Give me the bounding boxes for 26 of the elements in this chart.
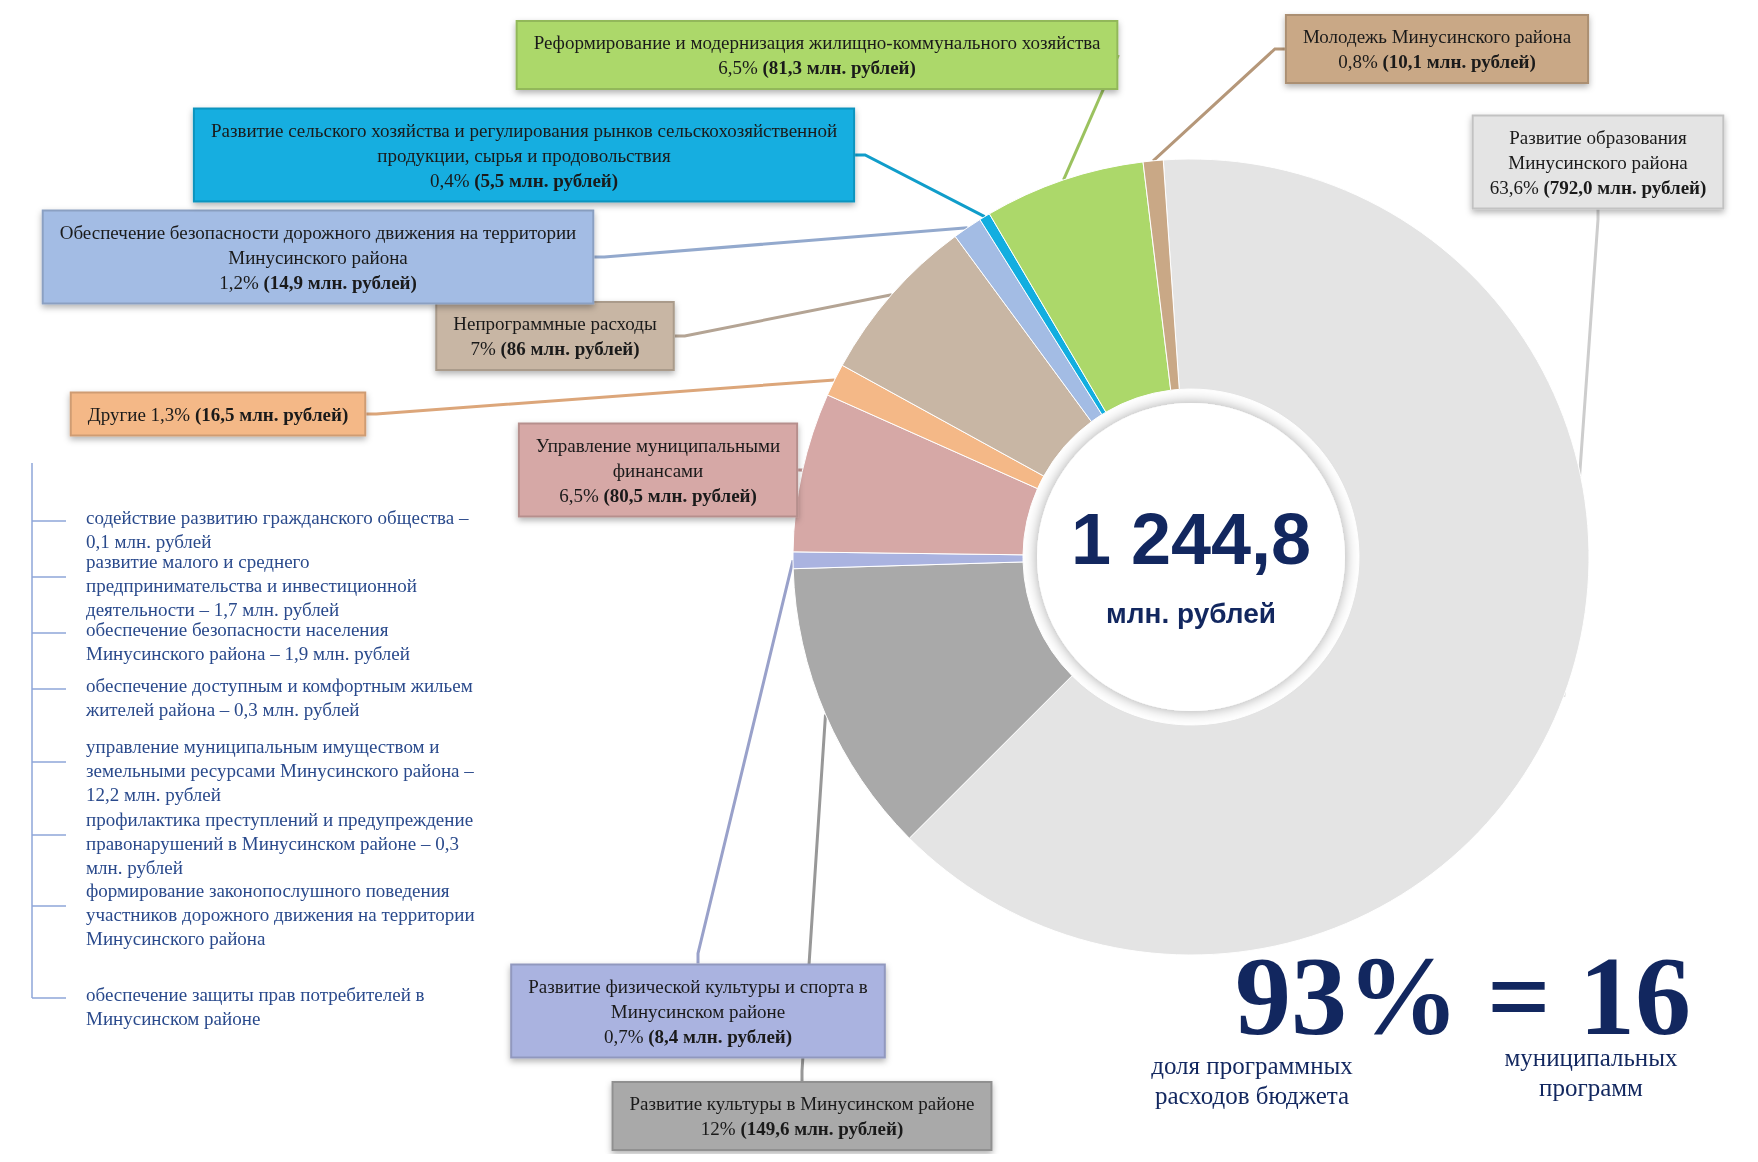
text: обеспечение защиты прав потребителей в Минусинском районе (86, 983, 425, 1029)
slice-label: Реформирование и модернизация жилищно-коммунального хозяйства (533, 32, 1101, 53)
data-label: 1,2% (14,9 млн. рублей) (219, 271, 417, 294)
slice-label: Развитие образования Минусинского района (1508, 126, 1689, 173)
slice-label: Непрограммные расходы (453, 313, 657, 334)
slice-label: Развитие сельского хозяйства и регулирования рынков сельскохозяйственной продукции, сырья и продовольствия (210, 119, 838, 166)
slice-label: Другие (87, 403, 146, 425)
text: доля программных расходов бюджета (1151, 1051, 1354, 1109)
slice-label: Молодежь Минусинского района (1302, 26, 1572, 47)
data-label: 6,5% (81,3 млн. рублей) (718, 57, 916, 79)
data-label: 6,5% (80,5 млн. рублей) (559, 484, 757, 507)
text: обеспечение доступным и комфортным жильем жителей района – 0,3 млн. рублей (85, 674, 473, 720)
slice-label: Развитие культуры в Минусинском районе (629, 1093, 975, 1114)
data-label: 1,3% (16,5 млн. рублей) (150, 403, 349, 426)
data-label: 63,6% (792,0 млн. рублей) (1489, 176, 1707, 199)
slice-label: Управление муниципальными финансами (535, 434, 781, 481)
slice-label: Развитие физической культуры и спорта в Минусинском районе (528, 975, 868, 1022)
text: формирование законопослушного поведения участников дорожного движения на территории Минусинского района (86, 879, 475, 949)
data-label: 12% (149,6 млн. рублей) (700, 1118, 904, 1140)
data-label: 7% (86 млн. рублей) (470, 338, 640, 360)
text: млн. рублей (1105, 597, 1277, 629)
data-label: 0,4% (5,5 млн. рублей) (429, 169, 619, 192)
slice-label: Обеспечение безопасности дорожного движения на территории Минусинского района (59, 221, 577, 268)
data-label: 0,8% (10,1 млн. рублей) (1338, 51, 1536, 73)
data-label: 0,7% (8,4 млн. рублей) (603, 1025, 793, 1048)
text: 1 244,8 (1070, 499, 1312, 579)
